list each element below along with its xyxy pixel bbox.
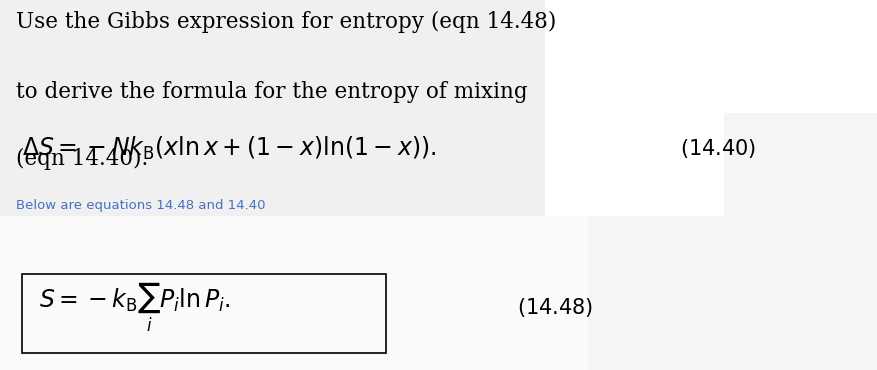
Text: Below are equations 14.48 and 14.40: Below are equations 14.48 and 14.40 bbox=[16, 199, 265, 212]
Text: Use the Gibbs expression for entropy (eqn 14.48): Use the Gibbs expression for entropy (eq… bbox=[16, 11, 556, 33]
FancyBboxPatch shape bbox=[588, 216, 877, 370]
Text: $S = -k_{\mathrm{B}} \sum_i P_i \ln P_i.$: $S = -k_{\mathrm{B}} \sum_i P_i \ln P_i.… bbox=[39, 280, 231, 334]
Text: $(14.48)$: $(14.48)$ bbox=[517, 296, 594, 319]
FancyBboxPatch shape bbox=[545, 0, 877, 216]
Text: (eqn 14.40).: (eqn 14.40). bbox=[16, 148, 148, 170]
Text: $\Delta S = -Nk_{\mathrm{B}}(x \ln x + (1 - x) \ln(1 - x)).$: $\Delta S = -Nk_{\mathrm{B}}(x \ln x + (… bbox=[22, 134, 437, 162]
FancyBboxPatch shape bbox=[724, 113, 877, 216]
FancyBboxPatch shape bbox=[0, 216, 877, 370]
Text: to derive the formula for the entropy of mixing: to derive the formula for the entropy of… bbox=[16, 81, 528, 103]
FancyBboxPatch shape bbox=[22, 274, 386, 353]
Text: $(14.40)$: $(14.40)$ bbox=[680, 137, 756, 159]
